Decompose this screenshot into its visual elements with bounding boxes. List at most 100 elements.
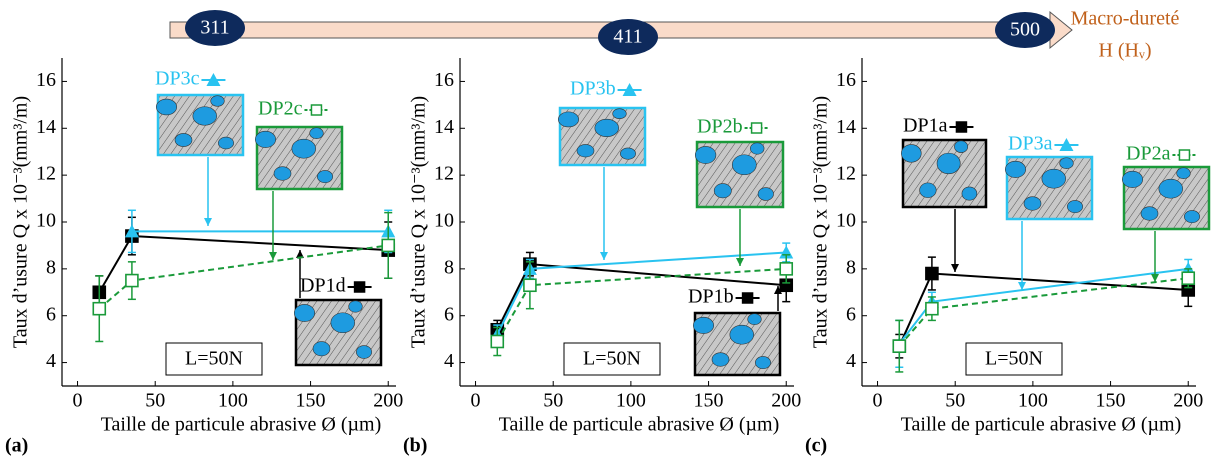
x-tick-label: 50 (145, 390, 165, 412)
annotation: L=50N (985, 348, 1043, 370)
micrograph-phase (192, 106, 217, 126)
y-tick-label: 8 (46, 256, 56, 278)
annotation: L=50N (185, 348, 243, 370)
y-tick-label: 14 (434, 116, 454, 138)
micrograph-phase (557, 111, 579, 128)
y-tick-label: 4 (846, 350, 856, 372)
legend-marker (750, 122, 763, 134)
micrograph-phase (293, 304, 315, 322)
y-tick-label: 10 (36, 210, 56, 232)
marker (92, 301, 107, 316)
micrograph-phase (1023, 196, 1042, 211)
y-tick-label: 10 (836, 210, 856, 232)
marker (1181, 271, 1196, 286)
annotation-box (965, 342, 1063, 376)
y-tick-label: 12 (36, 163, 56, 185)
y-axis-title: Taux d’usure Q x 10⁻³(mm³/m) (810, 96, 832, 348)
marker (925, 266, 939, 281)
legend-label: DP3a (1008, 133, 1053, 155)
micrograph-phase (309, 127, 324, 139)
y-tick-label: 16 (836, 69, 856, 91)
x-tick-label: 0 (873, 390, 883, 412)
micrograph-phase (750, 142, 765, 155)
x-tick-label: 150 (296, 390, 326, 412)
micrograph-phase (692, 316, 714, 334)
micrograph-phase (356, 345, 372, 359)
y-axis-title: Taux d’usure Q x 10⁻³(mm³/m) (10, 96, 32, 348)
x-tick-label: 0 (73, 390, 83, 412)
x-tick-label: 100 (616, 390, 646, 412)
series-line (898, 277, 1189, 347)
marker (892, 339, 907, 353)
micrograph-phase (174, 133, 193, 147)
legend-marker (1059, 138, 1074, 151)
x-axis-title: Taille de particule abrasive Ø (µm) (499, 414, 780, 436)
micrograph-phase (312, 341, 331, 357)
series-line (898, 272, 1189, 347)
micrograph-phase (1184, 210, 1200, 224)
y-tick-label: 8 (444, 256, 454, 278)
hardness-marker (598, 19, 658, 55)
micrograph-phase (1067, 200, 1083, 214)
micrograph-phase (961, 186, 978, 201)
pointer-head (1151, 274, 1159, 282)
micrograph-phase (1176, 167, 1191, 179)
y-tick-label: 14 (36, 116, 56, 138)
annotation: L=50N (583, 348, 641, 370)
y-tick-label: 16 (434, 69, 454, 91)
pointer-head (1018, 282, 1026, 290)
y-tick-label: 10 (434, 210, 454, 232)
y-tick-label: 12 (836, 163, 856, 185)
annotation-box (563, 342, 661, 376)
micrograph-phase (731, 154, 757, 176)
marker (779, 262, 794, 276)
y-tick-label: 4 (46, 350, 56, 372)
legend-marker (206, 73, 221, 86)
x-tick-label: 50 (543, 390, 563, 412)
hardness-value: 311 (200, 17, 229, 39)
hardness-value: 500 (1010, 19, 1040, 41)
hardness-value: 411 (613, 26, 642, 48)
hardness-scale: 311 411 500 (185, 10, 1055, 55)
y-tick-label: 6 (46, 303, 56, 325)
micrograph-phase (757, 187, 774, 201)
legend-label: DP1a (903, 115, 948, 137)
pointer-head (951, 264, 959, 272)
marker (925, 301, 939, 316)
micrograph-phase (594, 118, 619, 138)
x-tick-label: 200 (771, 390, 801, 412)
micrograph-phase (1004, 160, 1026, 178)
marker (381, 238, 396, 253)
micrograph-phase (348, 300, 363, 313)
x-axis-title: Taille de particule abrasive Ø (µm) (901, 414, 1182, 436)
legend-label: DP1b (688, 286, 734, 308)
micrograph-phase (330, 312, 355, 334)
y-axis-title: Taux d’usure Q x 10⁻³(mm³/m) (408, 96, 430, 348)
micrograph-phase (747, 313, 762, 325)
hardness-marker (185, 10, 245, 46)
micrograph-phase (255, 130, 277, 148)
y-tick-label: 4 (444, 350, 454, 372)
legend-label: DP2c (258, 98, 303, 120)
legend-marker (622, 83, 637, 96)
pointer-head (600, 252, 608, 260)
micrograph-phase (755, 356, 771, 370)
micrograph-phase (291, 138, 316, 159)
x-tick-label: 50 (945, 390, 965, 412)
legend-marker (310, 104, 323, 116)
x-axis-title: Taille de particule abrasive Ø (µm) (101, 414, 382, 436)
pointer-head (296, 250, 304, 258)
y-tick-label: 16 (36, 69, 56, 91)
marker (490, 334, 505, 349)
panel-label: (c) (805, 435, 827, 457)
legend-label: DP2b (697, 116, 743, 138)
micrograph-phase (612, 108, 627, 120)
micrograph-phase (936, 152, 961, 175)
micrograph-phase (694, 146, 717, 164)
x-tick-label: 200 (1173, 390, 1203, 412)
hardness-unit: H (Hᵥ) (1098, 40, 1151, 62)
micrograph-phase (729, 324, 754, 345)
micrograph-phase (711, 352, 730, 367)
